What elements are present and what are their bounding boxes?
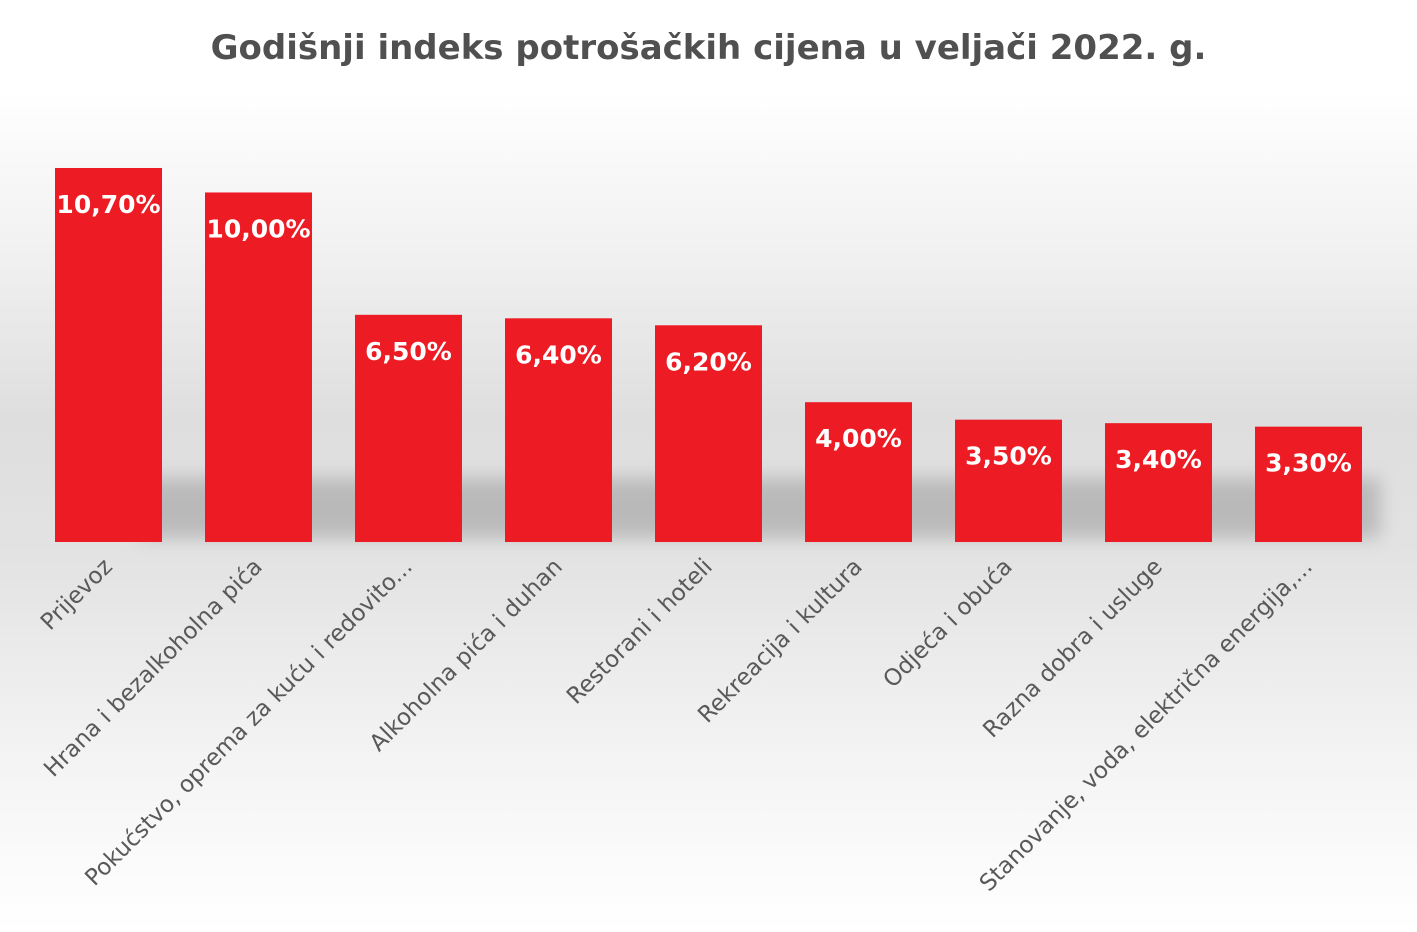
x-tick-label: Odjeća i obuća [878, 554, 1017, 693]
bar [655, 325, 762, 542]
x-tick-label: Stanovanje, voda, električna energija,..… [975, 554, 1318, 897]
bars-layer: 10,70% 10,00% 6,50% 6,40% 6,20% 4,00% 3,50% 3,4… [55, 168, 1380, 542]
bar [205, 192, 312, 542]
data-label: 3,40% [1115, 445, 1202, 474]
x-tick-label: Restorani i hoteli [562, 554, 718, 710]
data-label: 4,00% [815, 424, 902, 453]
chart-title: Godišnji indeks potrošačkih cijena u vel… [210, 28, 1207, 68]
data-label: 6,40% [515, 340, 602, 369]
bar [505, 318, 612, 542]
bar [1255, 426, 1362, 542]
data-label: 10,00% [206, 214, 310, 243]
data-label: 3,30% [1265, 449, 1352, 478]
bar [1105, 423, 1212, 542]
data-label: 10,70% [56, 190, 160, 219]
x-tick-label: Pokućstvo, oprema za kuću i redovito... [80, 554, 417, 891]
data-label: 6,50% [365, 337, 452, 366]
bar [355, 314, 462, 542]
data-label: 3,50% [965, 442, 1052, 471]
data-label: 6,20% [665, 347, 752, 376]
x-tick-label: Rekreacija i kultura [693, 554, 868, 729]
bar [955, 419, 1062, 542]
bar [805, 402, 912, 542]
x-tick-label: Prijevoz [36, 554, 118, 636]
bar [55, 168, 162, 542]
